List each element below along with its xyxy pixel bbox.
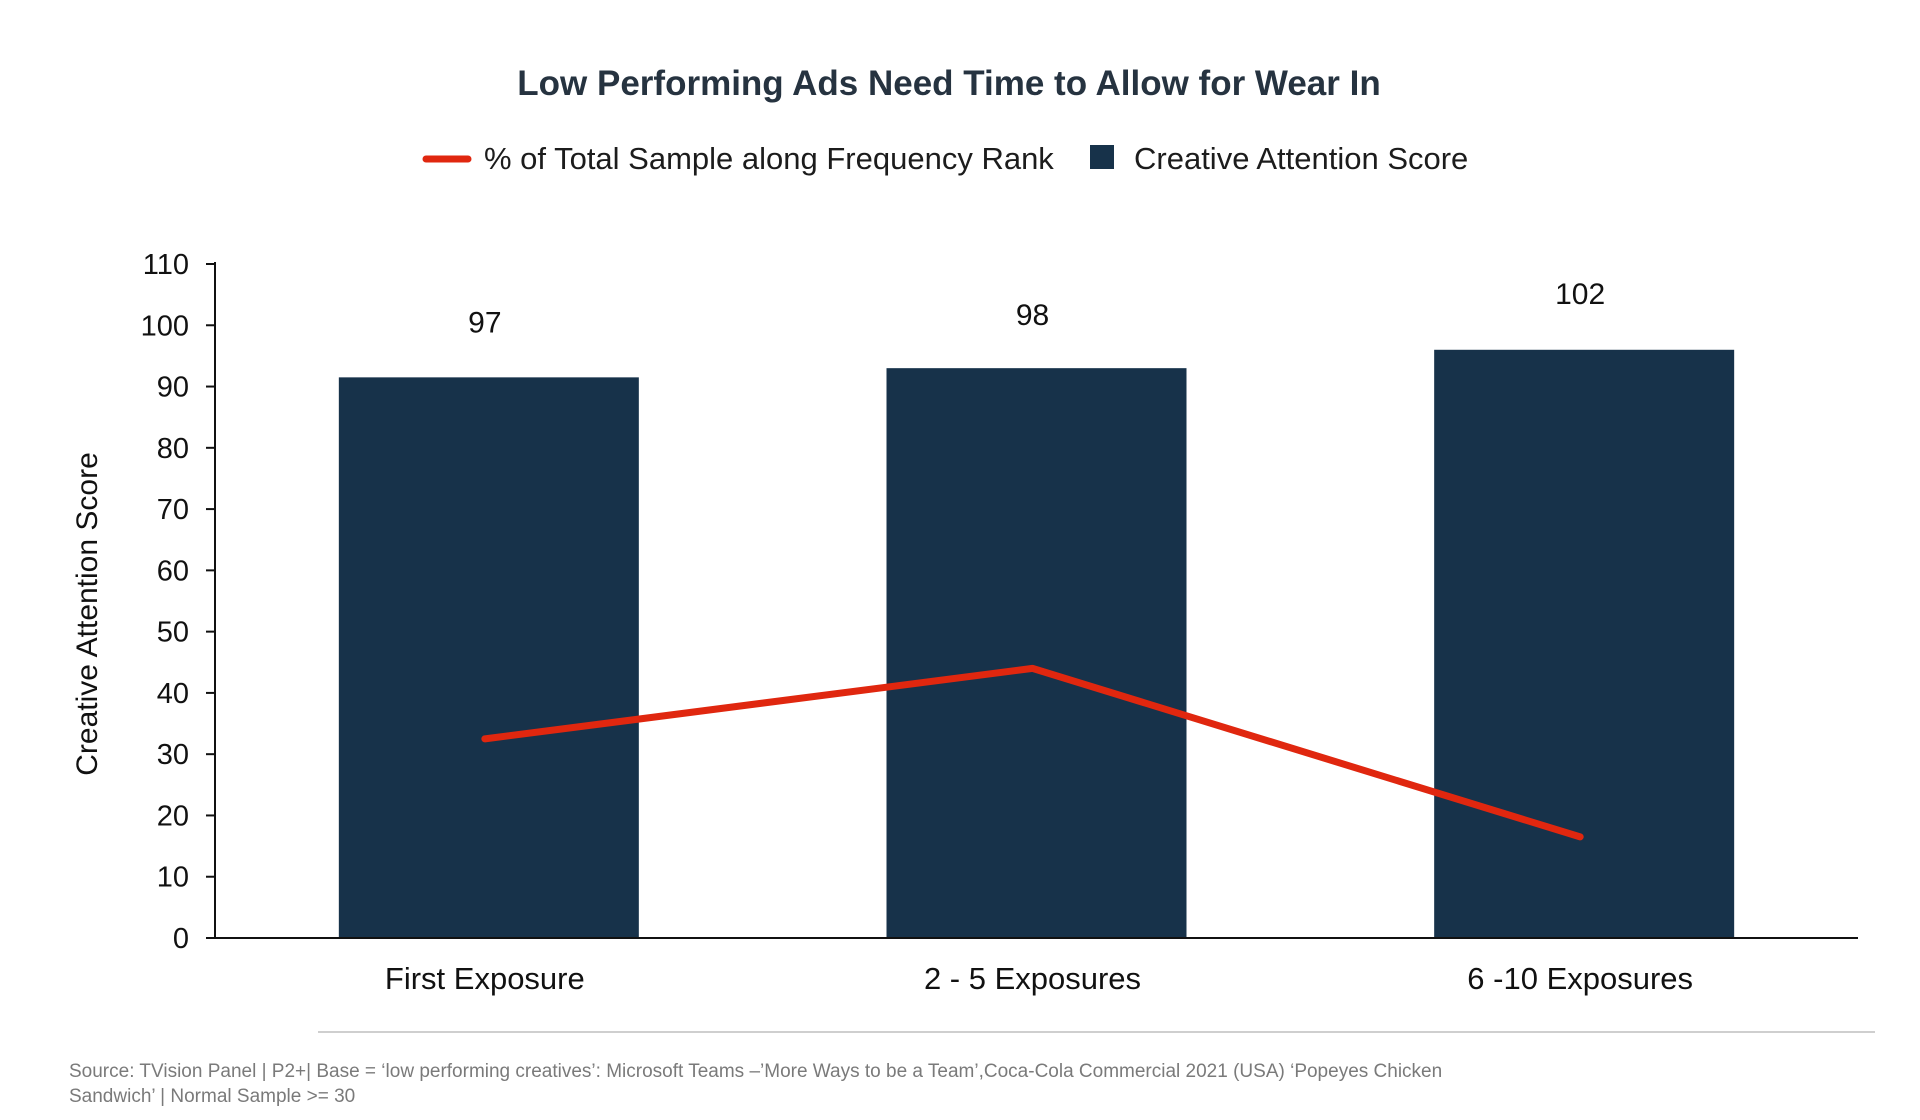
y-tick-label: 20 bbox=[157, 800, 189, 832]
legend-label-bar-series: Creative Attention Score bbox=[1134, 141, 1468, 176]
x-category-label: 2 - 5 Exposures bbox=[924, 961, 1141, 996]
y-tick-label: 50 bbox=[157, 617, 189, 649]
x-category-label: 6 -10 Exposures bbox=[1467, 961, 1693, 996]
legend: % of Total Sample along Frequency Rank C… bbox=[422, 141, 1468, 176]
y-tick-label: 40 bbox=[157, 678, 189, 710]
y-tick-label: 10 bbox=[157, 862, 189, 894]
bar bbox=[1434, 349, 1735, 938]
y-tick-label: 80 bbox=[157, 433, 189, 465]
source-line-2: Sandwich’ | Normal Sample >= 30 bbox=[69, 1086, 355, 1107]
y-tick-label: 100 bbox=[141, 310, 189, 342]
x-axis-categories: First Exposure 2 - 5 Exposures 6 -10 Expos… bbox=[385, 961, 1693, 996]
y-tick-label: 70 bbox=[157, 494, 189, 526]
bar-series bbox=[338, 349, 1735, 938]
y-tick-label: 90 bbox=[157, 372, 189, 404]
chart-title: Low Performing Ads Need Time to Allow fo… bbox=[517, 64, 1380, 103]
y-axis-ticks: 0 10 20 30 40 50 60 70 80 90 100 110 bbox=[141, 249, 215, 955]
line-series bbox=[481, 664, 1584, 841]
x-category-label: First Exposure bbox=[385, 961, 585, 996]
bar-data-label: 97 bbox=[468, 306, 501, 339]
legend-label-line-series: % of Total Sample along Frequency Rank bbox=[484, 141, 1054, 176]
bar bbox=[338, 377, 639, 938]
y-tick-label: 0 bbox=[173, 923, 189, 955]
bar bbox=[886, 368, 1187, 938]
bar-data-label: 98 bbox=[1016, 299, 1049, 332]
source-line-1: Source: TVision Panel | P2+| Base = ‘low… bbox=[69, 1061, 1442, 1082]
bar-data-label: 102 bbox=[1555, 278, 1605, 311]
y-tick-label: 30 bbox=[157, 739, 189, 771]
y-axis-label: Creative Attention Score bbox=[71, 452, 104, 776]
legend-square-marker bbox=[1090, 145, 1114, 169]
axes bbox=[206, 262, 1858, 939]
y-tick-label: 110 bbox=[143, 249, 189, 281]
bar-data-labels: 97 98 102 bbox=[468, 278, 1605, 340]
y-tick-label: 60 bbox=[157, 555, 189, 587]
